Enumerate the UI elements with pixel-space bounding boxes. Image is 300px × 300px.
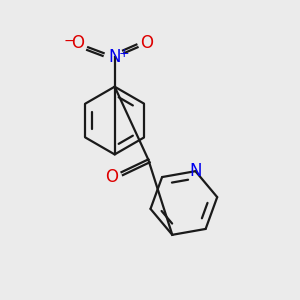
Text: +: + <box>119 47 129 60</box>
Text: N: N <box>108 48 121 66</box>
Text: O: O <box>140 34 153 52</box>
Text: −: − <box>63 34 75 47</box>
Text: O: O <box>71 34 84 52</box>
Text: O: O <box>105 168 118 186</box>
Text: N: N <box>189 162 202 180</box>
